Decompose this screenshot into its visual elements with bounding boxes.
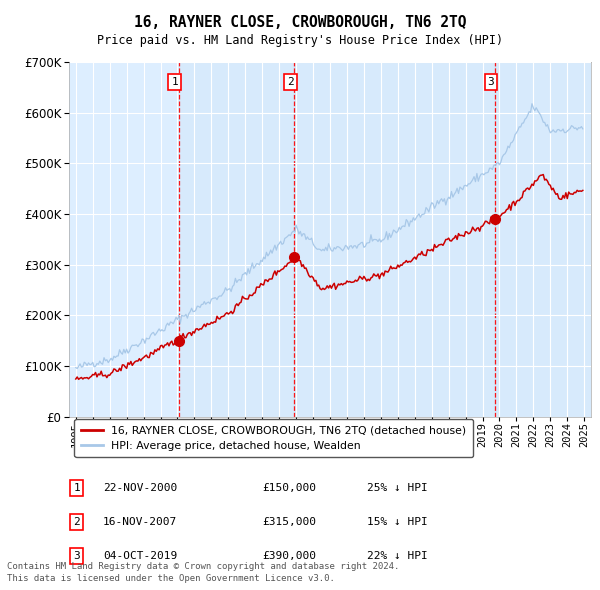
Text: 1: 1 <box>172 77 178 87</box>
Bar <box>495 62 591 417</box>
Text: 3: 3 <box>73 550 80 560</box>
Text: 1: 1 <box>73 483 80 493</box>
Legend: 16, RAYNER CLOSE, CROWBOROUGH, TN6 2TQ (detached house), HPI: Average price, det: 16, RAYNER CLOSE, CROWBOROUGH, TN6 2TQ (… <box>74 419 473 457</box>
Text: Contains HM Land Registry data © Crown copyright and database right 2024.: Contains HM Land Registry data © Crown c… <box>7 562 400 571</box>
Text: This data is licensed under the Open Government Licence v3.0.: This data is licensed under the Open Gov… <box>7 574 335 583</box>
Bar <box>295 62 495 417</box>
Text: 16-NOV-2007: 16-NOV-2007 <box>103 517 177 527</box>
Text: 22% ↓ HPI: 22% ↓ HPI <box>367 550 427 560</box>
Text: 2: 2 <box>73 517 80 527</box>
Text: 22-NOV-2000: 22-NOV-2000 <box>103 483 177 493</box>
Text: 25% ↓ HPI: 25% ↓ HPI <box>367 483 427 493</box>
Text: Price paid vs. HM Land Registry's House Price Index (HPI): Price paid vs. HM Land Registry's House … <box>97 34 503 47</box>
Text: 15% ↓ HPI: 15% ↓ HPI <box>367 517 427 527</box>
Text: 16, RAYNER CLOSE, CROWBOROUGH, TN6 2TQ: 16, RAYNER CLOSE, CROWBOROUGH, TN6 2TQ <box>134 15 466 30</box>
Text: £390,000: £390,000 <box>262 550 316 560</box>
Text: 04-OCT-2019: 04-OCT-2019 <box>103 550 177 560</box>
Text: £315,000: £315,000 <box>262 517 316 527</box>
Text: £150,000: £150,000 <box>262 483 316 493</box>
Text: 2: 2 <box>287 77 293 87</box>
Text: 3: 3 <box>488 77 494 87</box>
Bar <box>179 62 295 417</box>
